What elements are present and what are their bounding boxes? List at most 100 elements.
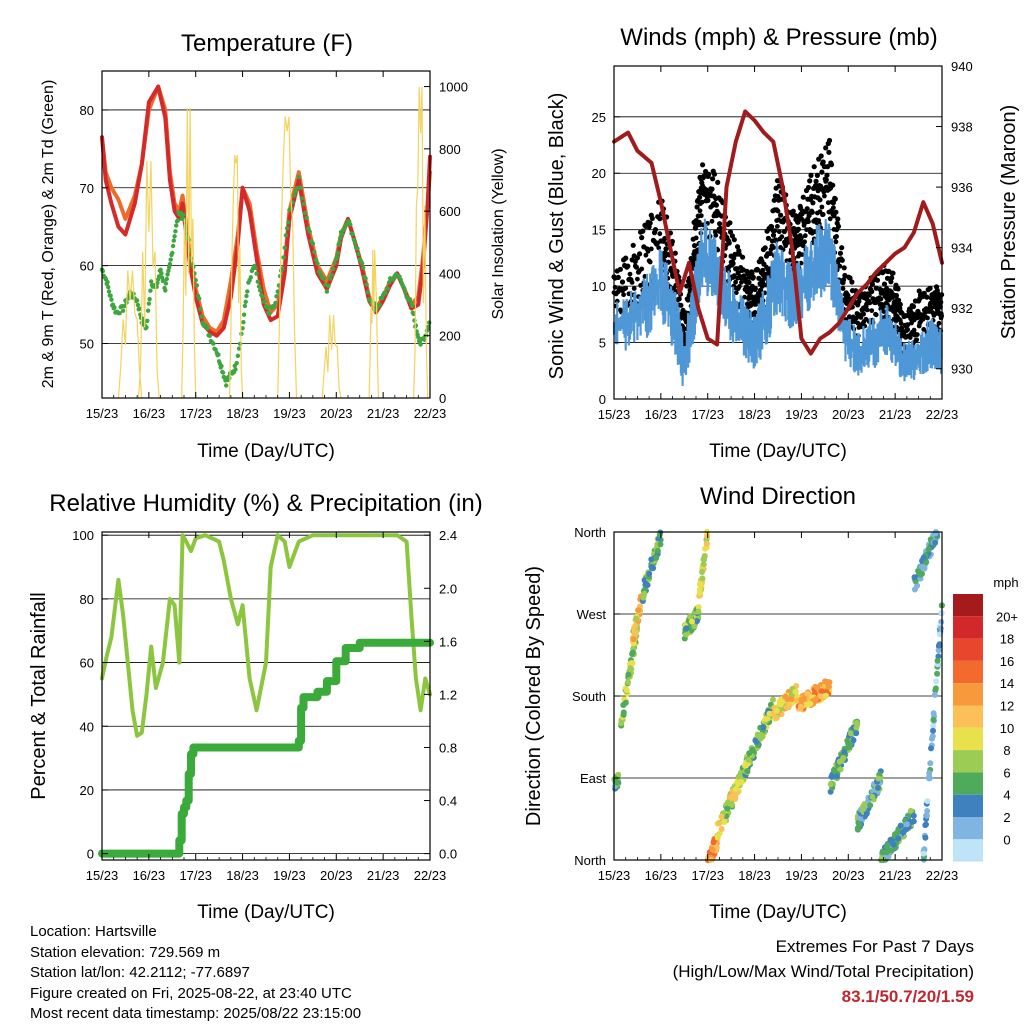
gust-point xyxy=(710,176,716,182)
direction-point xyxy=(620,709,627,716)
colorbar-label: 18 xyxy=(1000,632,1014,647)
dewpoint-point xyxy=(155,280,160,286)
direction-point xyxy=(632,622,639,629)
gust-point xyxy=(822,193,827,199)
direction-point xyxy=(845,744,852,751)
gust-point xyxy=(717,221,723,227)
station-elevation: Station elevation: 729.569 m xyxy=(30,943,221,961)
gust-point xyxy=(734,244,741,250)
colorbar-swatch xyxy=(953,594,983,617)
gust-point xyxy=(687,287,693,293)
dewpoint-point xyxy=(238,341,243,346)
gust-point xyxy=(639,266,645,272)
direction-point xyxy=(826,683,832,690)
solar-insolation-peak xyxy=(413,86,429,399)
wind-direction-y-label: Direction (Colored By Speed) xyxy=(523,566,545,826)
y2-tick-label: 932 xyxy=(951,301,973,316)
dewpoint-point xyxy=(112,305,117,310)
gust-point xyxy=(921,290,927,296)
gust-point xyxy=(697,194,703,200)
colorbar-label: 10 xyxy=(1000,721,1014,736)
dewpoint-point xyxy=(327,276,333,281)
dewpoint-point xyxy=(135,302,141,308)
direction-point xyxy=(683,625,690,632)
direction-point xyxy=(863,810,870,817)
gust-point xyxy=(804,206,810,212)
humidity-title: Relative Humidity (%) & Precipitation (i… xyxy=(49,490,482,517)
gust-point xyxy=(652,227,659,233)
colorbar-swatch xyxy=(953,794,983,817)
gust-point xyxy=(818,153,824,159)
gust-point xyxy=(800,243,806,249)
dewpoint-point xyxy=(170,243,176,249)
colorbar-swatch xyxy=(953,772,983,795)
direction-point xyxy=(856,821,863,828)
speed-colorbar: mph 20+ 18 16 14 12 10 8 6 4 2 0 xyxy=(953,575,1019,862)
gust-point xyxy=(869,281,876,287)
x-tick-label: 19/23 xyxy=(785,407,818,422)
direction-point xyxy=(833,773,840,780)
x-tick-label: 22/23 xyxy=(926,407,959,422)
colorbar-swatch xyxy=(953,616,983,639)
dewpoint-point xyxy=(418,342,423,347)
x-tick-label: 15/23 xyxy=(86,868,119,883)
gust-point xyxy=(755,267,761,273)
dewpoint-point xyxy=(313,257,319,262)
dewpoint-point xyxy=(197,296,202,301)
dewpoint-point xyxy=(106,289,112,294)
gust-point xyxy=(746,279,752,285)
gust-point xyxy=(898,321,904,326)
dewpoint-point xyxy=(168,257,173,262)
dewpoint-point xyxy=(338,235,343,241)
gust-point xyxy=(873,312,879,318)
gust-point xyxy=(633,264,640,270)
direction-point xyxy=(718,826,725,832)
dewpoint-point xyxy=(170,250,175,256)
direction-point xyxy=(792,688,799,695)
dewpoint-point xyxy=(244,293,249,299)
direction-point xyxy=(930,716,937,723)
dewpoint-point xyxy=(299,196,305,201)
dewpoint-point xyxy=(163,281,169,286)
dewpoint-point xyxy=(147,296,152,302)
gust-point xyxy=(847,275,853,281)
dewpoint-point xyxy=(253,265,258,271)
gust-point xyxy=(623,285,629,291)
dewpoint-point xyxy=(256,284,262,289)
temperature-y2-label: Solar Insolation (Yellow) xyxy=(490,148,507,319)
dewpoint-point xyxy=(167,261,173,267)
gust-point xyxy=(820,159,826,165)
gust-point xyxy=(647,220,653,226)
direction-point xyxy=(853,730,860,737)
direction-point xyxy=(818,688,825,695)
dewpoint-point xyxy=(342,226,347,231)
gust-point xyxy=(833,239,839,245)
gust-point xyxy=(839,257,845,263)
gust-point xyxy=(713,232,719,238)
colorbar-swatch xyxy=(953,839,983,862)
dewpoint-point xyxy=(181,212,186,217)
gust-point xyxy=(694,204,700,210)
direction-point xyxy=(924,808,931,814)
direction-point xyxy=(828,773,835,780)
gust-point xyxy=(840,286,846,291)
y2-tick-label: 200 xyxy=(439,329,461,344)
gust-point xyxy=(727,229,734,235)
wind-direction-x-label: Time (Day/UTC) xyxy=(709,902,847,923)
direction-point xyxy=(716,820,723,827)
direction-point xyxy=(625,679,631,686)
humidity-gridlines xyxy=(102,534,430,855)
direction-point xyxy=(697,581,703,587)
dewpoint-point xyxy=(413,323,419,328)
dewpoint-point xyxy=(356,251,361,257)
gust-point xyxy=(649,215,655,221)
direction-point xyxy=(841,749,848,756)
humidity-plot-frame xyxy=(101,531,431,861)
gust-point xyxy=(700,162,706,168)
dewpoint-point xyxy=(280,266,285,271)
x-tick-label: 21/23 xyxy=(367,406,400,421)
x-tick-label: 18/23 xyxy=(226,406,259,421)
direction-point xyxy=(794,697,800,704)
dewpoint-point xyxy=(291,193,297,198)
direction-point xyxy=(869,793,876,800)
